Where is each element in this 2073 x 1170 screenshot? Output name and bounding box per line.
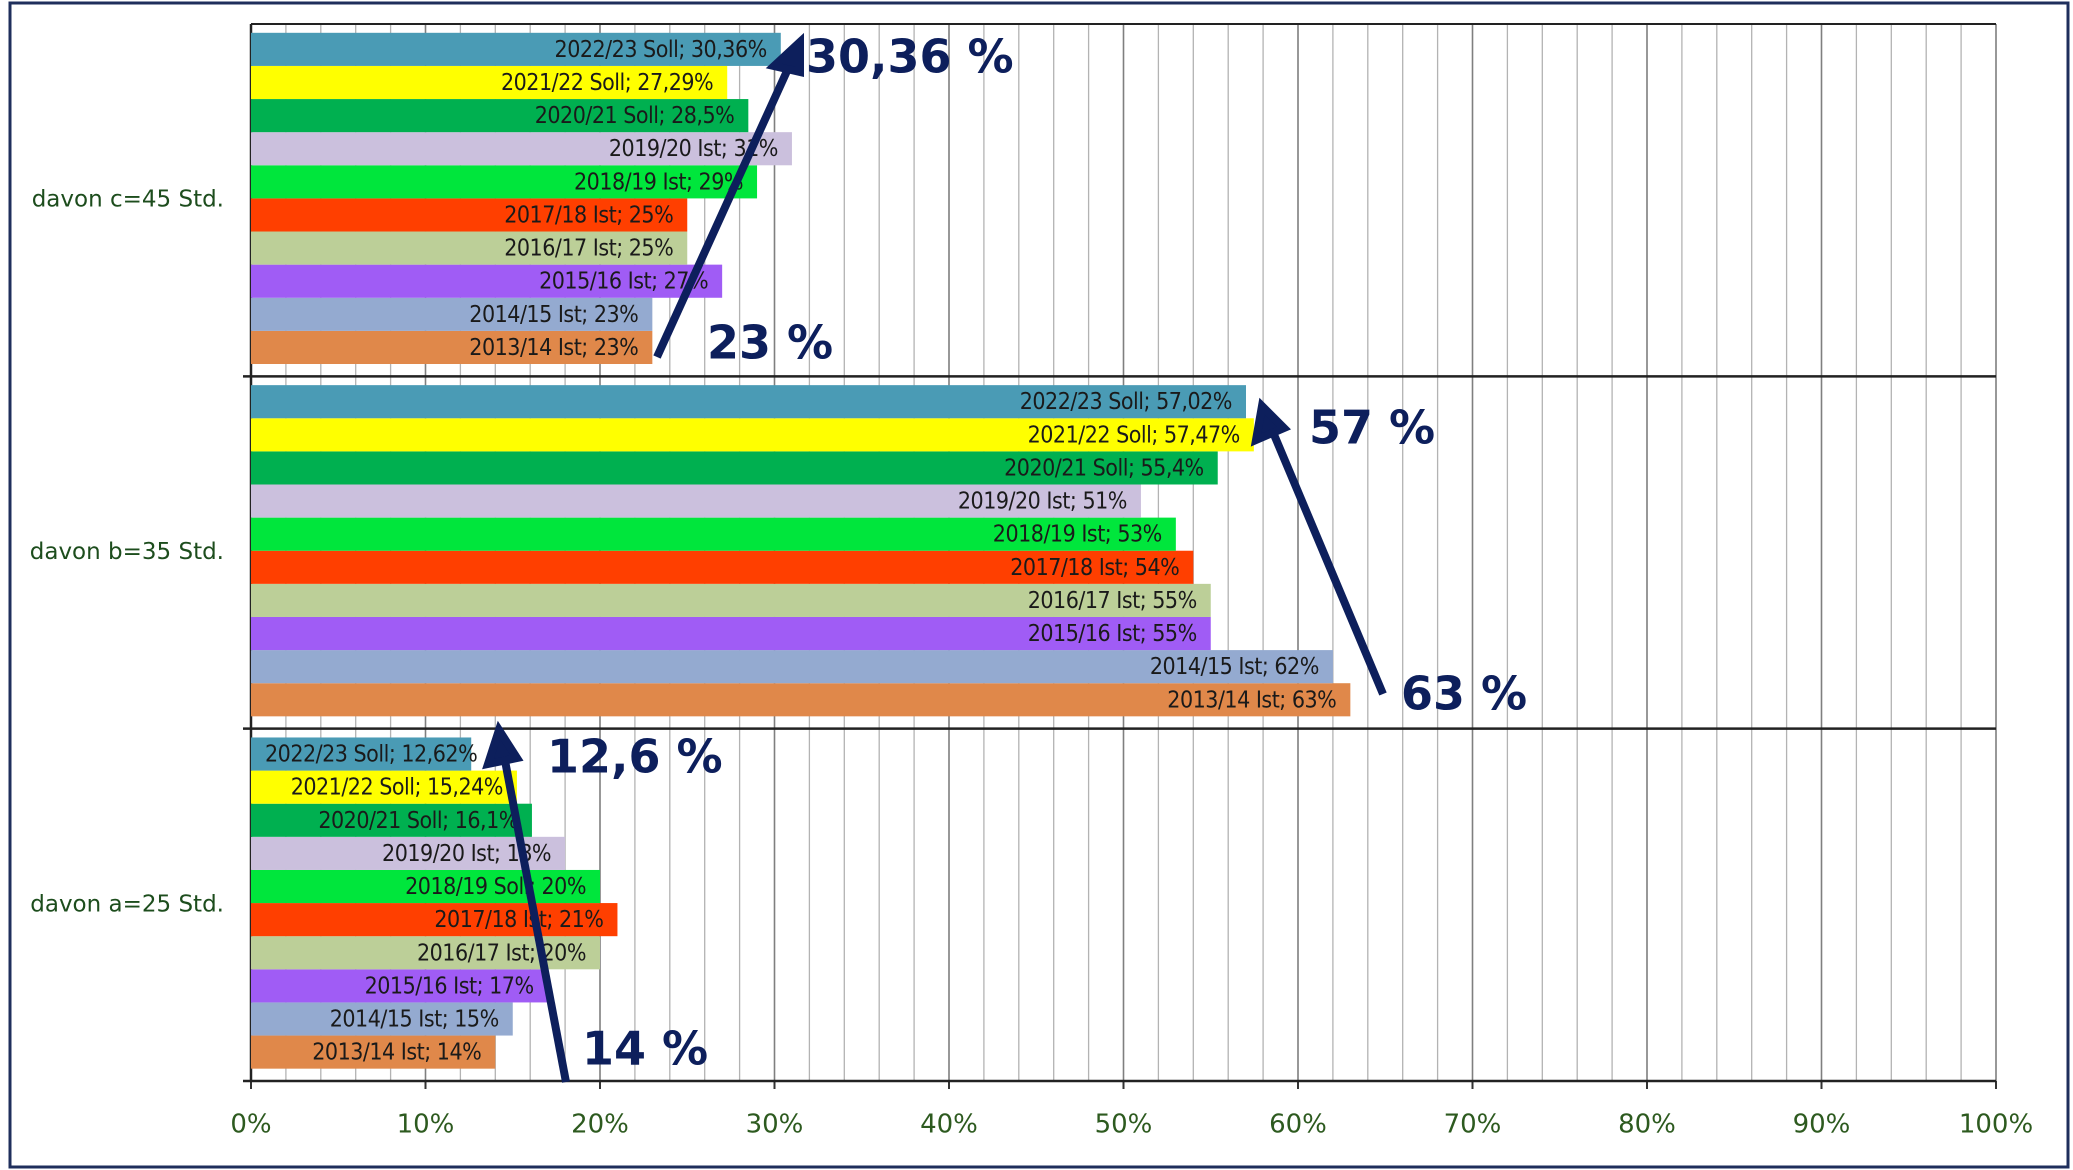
bar (251, 1002, 513, 1036)
x-tick-label: 60% (1269, 1110, 1327, 1140)
data-label: 2015/16 Ist; 55% (1028, 621, 1197, 647)
bar (251, 616, 1211, 651)
annotation: 57 % (1309, 401, 1435, 455)
data-label: 2018/19 Soll; 20% (405, 874, 586, 900)
bars (251, 32, 1351, 1069)
data-label: 2013/14 Ist; 14% (312, 1040, 481, 1066)
data-label: 2017/18 Ist; 21% (434, 907, 603, 933)
bar (251, 803, 532, 837)
data-label: 2016/17 Ist; 25% (504, 236, 673, 262)
arrow (499, 749, 570, 1083)
bar (251, 264, 723, 298)
bar (251, 903, 618, 937)
x-tick-label: 50% (1095, 1110, 1153, 1140)
data-label: 2013/14 Ist; 63% (1167, 687, 1336, 713)
bar (251, 418, 1254, 452)
bar (251, 650, 1333, 684)
arrow-head (765, 32, 804, 78)
data-label: 2018/19 Ist; 53% (993, 522, 1162, 548)
x-tick-label: 40% (920, 1110, 978, 1140)
data-label: 2020/21 Soll; 16,1% (318, 808, 518, 834)
bar (251, 1035, 496, 1069)
bar (251, 583, 1211, 617)
x-tick-label: 20% (571, 1110, 629, 1140)
x-tick-label: 80% (1618, 1110, 1676, 1140)
data-label: 2018/19 Ist; 29% (574, 169, 743, 195)
bar (251, 683, 1351, 717)
data-label: 2019/20 Ist; 51% (958, 489, 1127, 515)
bar (251, 969, 548, 1003)
data-label: 2022/23 Soll; 30,36% (555, 37, 767, 63)
data-label: 2016/17 Ist; 20% (417, 940, 586, 966)
data-label: 2016/17 Ist; 55% (1028, 588, 1197, 614)
data-label: 2014/15 Ist; 62% (1150, 654, 1319, 680)
data-label: 2020/21 Soll; 28,5% (535, 103, 735, 129)
y-tick-label: davon a=25 Std. (30, 891, 224, 917)
data-label: 2017/18 Ist; 54% (1010, 555, 1179, 581)
bar (251, 451, 1218, 485)
x-tick-label: 100% (1959, 1110, 2033, 1140)
bar (251, 65, 728, 100)
arrow (653, 58, 796, 359)
x-tick-label: 30% (746, 1110, 804, 1140)
bar (251, 517, 1176, 551)
bar (251, 231, 688, 265)
bar (251, 836, 566, 870)
data-label: 2015/16 Ist; 17% (365, 973, 534, 999)
data-label: 2014/15 Ist; 15% (330, 1006, 499, 1032)
data-label: 2022/23 Soll; 12,62% (265, 742, 477, 768)
data-label: 2014/15 Ist; 23% (469, 302, 638, 328)
bar (251, 550, 1194, 584)
x-tick-label: 10% (397, 1110, 455, 1140)
data-label: 2020/21 Soll; 55,4% (1004, 455, 1204, 481)
bar (251, 330, 653, 365)
bar (251, 737, 472, 771)
bar (251, 297, 653, 331)
data-label: 2013/14 Ist; 23% (469, 335, 638, 361)
bar (251, 770, 517, 804)
bar (251, 32, 781, 66)
x-tick-label: 0% (230, 1110, 271, 1140)
bar (251, 99, 749, 133)
arrow-head (482, 720, 524, 770)
bar (251, 385, 1246, 419)
data-label: 2021/22 Soll; 57,47% (1028, 422, 1240, 448)
annotation: 30,36 % (806, 30, 1014, 84)
bar (251, 198, 688, 232)
annotation: 23 % (707, 316, 833, 370)
data-label: 2021/22 Soll; 27,29% (501, 70, 713, 96)
arrow-head (1250, 397, 1292, 447)
y-tick-label: davon b=35 Std. (30, 539, 224, 565)
annotation: 63 % (1401, 667, 1527, 721)
data-label: 2021/22 Soll; 15,24% (291, 775, 503, 801)
bar (251, 484, 1141, 518)
bar (251, 132, 792, 166)
bar (251, 869, 600, 904)
arrow (1266, 423, 1387, 696)
y-tick-label: davon c=45 Std. (32, 187, 224, 213)
frame (8, 1, 2070, 1169)
x-tick-label: 70% (1444, 1110, 1502, 1140)
bar (251, 165, 758, 199)
annotation: 12,6 % (547, 730, 723, 784)
data-label: 2022/23 Soll; 57,02% (1020, 389, 1232, 415)
annotation: 14 % (582, 1022, 708, 1076)
arrows (482, 32, 1387, 1083)
data-label: 2017/18 Ist; 25% (504, 202, 673, 228)
x-tick-label: 90% (1793, 1110, 1851, 1140)
data-label: 2015/16 Ist; 27% (539, 269, 708, 295)
